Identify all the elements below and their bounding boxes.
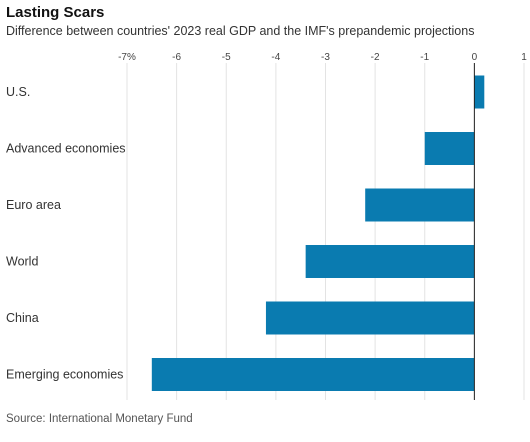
x-tick-label: 1	[521, 52, 527, 63]
bar	[474, 75, 485, 109]
chart-title: Lasting Scars	[6, 4, 105, 21]
category-label: China	[6, 311, 39, 325]
category-label: Emerging economies	[6, 368, 123, 382]
bar	[265, 301, 475, 335]
category-label: Advanced economies	[6, 142, 126, 156]
x-tick-label: -7%	[118, 52, 136, 63]
source-note: Source: International Monetary Fund	[6, 413, 193, 425]
x-tick-label: -2	[371, 52, 380, 63]
category-label: Euro area	[6, 198, 61, 212]
x-tick-label: -3	[321, 52, 330, 63]
bar	[424, 132, 475, 165]
x-tick-label: -6	[172, 52, 181, 63]
bar	[305, 245, 475, 278]
x-tick-label: 0	[472, 52, 478, 63]
bar	[365, 188, 475, 222]
chart-subtitle: Difference between countries' 2023 real …	[6, 24, 475, 38]
x-tick-label: -5	[222, 52, 231, 63]
x-tick-label: -1	[420, 52, 429, 63]
x-tick-label: -4	[271, 52, 280, 63]
category-label: U.S.	[6, 85, 30, 99]
bar	[151, 358, 475, 391]
category-label: World	[6, 255, 38, 269]
